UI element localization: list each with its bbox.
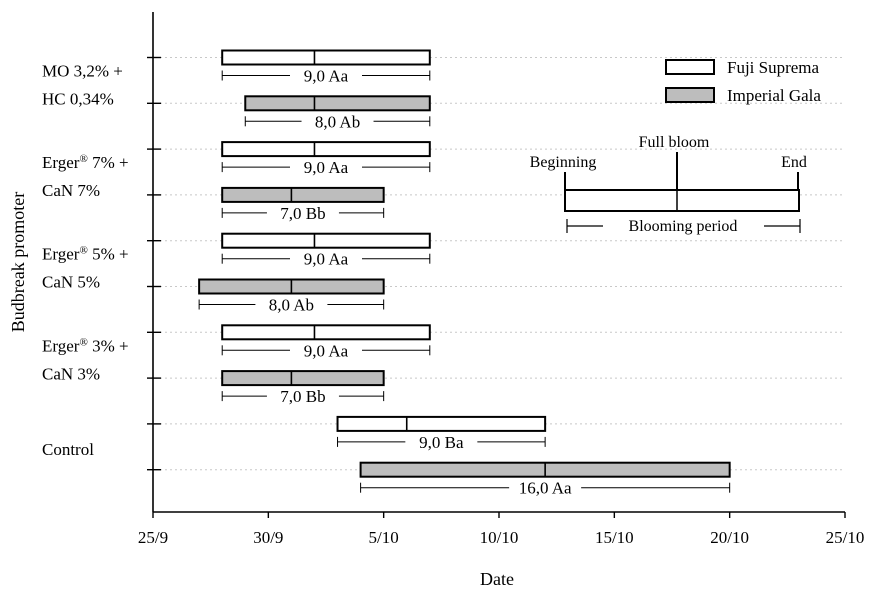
x-tick-label: 15/10 bbox=[595, 528, 634, 547]
blooming-period-key: Full bloom Beginning End Blooming period bbox=[530, 134, 807, 235]
duration-label-bg bbox=[290, 158, 362, 177]
legend-swatch-imperial-gala bbox=[665, 87, 715, 103]
duration-label: 9,0 Aa bbox=[304, 67, 349, 86]
group-label: Erger® 5% + CaN 5% bbox=[42, 245, 129, 292]
duration-label-bg bbox=[290, 341, 362, 360]
group-labels: MO 3,2% + HC 0,34% Erger® 7% + CaN 7% Erger®… bbox=[42, 62, 129, 459]
duration-label: 9,0 Aa bbox=[304, 341, 349, 360]
duration-label-bg bbox=[301, 112, 374, 131]
group-label: MO 3,2% + HC 0,34% bbox=[42, 62, 123, 109]
bar-fuji-suprema bbox=[221, 49, 431, 66]
key-bar bbox=[564, 189, 800, 212]
bar-fuji-suprema bbox=[221, 141, 431, 158]
duration-label: 9,0 Aa bbox=[304, 250, 349, 269]
x-axis-title: Date bbox=[480, 569, 514, 589]
key-beginning-label: Beginning bbox=[530, 154, 597, 171]
bar-imperial-gala bbox=[221, 186, 385, 203]
duration-label-bg bbox=[255, 295, 328, 314]
legend-label-imperial-gala: Imperial Gala bbox=[727, 86, 821, 105]
gridlines bbox=[155, 57, 843, 471]
key-blooming-period-label: Blooming period bbox=[629, 218, 738, 235]
duration-label: 8,0 Ab bbox=[315, 112, 360, 131]
key-end-label: End bbox=[781, 154, 807, 171]
y-axis-title: Budbreak promoter bbox=[8, 192, 28, 332]
key-full-bloom-label: Full bloom bbox=[639, 134, 710, 151]
group-label: Erger® 3% + CaN 3% bbox=[42, 336, 129, 383]
bars: 9,0 Aa 8,0 Ab 9,0 Aa 7,0 Bb 9,0 Aa 8,0 Ab 9,0 … bbox=[198, 49, 731, 498]
bar-fuji-suprema bbox=[221, 232, 431, 249]
bar-imperial-gala bbox=[244, 95, 431, 112]
bar-imperial-gala bbox=[221, 370, 385, 387]
duration-label-bg bbox=[290, 249, 362, 268]
x-tick-label: 20/10 bbox=[710, 528, 749, 547]
x-tick-label: 25/9 bbox=[138, 528, 168, 547]
bar-fuji-suprema bbox=[336, 415, 547, 432]
legend: Fuji Suprema Imperial Gala bbox=[665, 58, 821, 105]
x-tick-label: 25/10 bbox=[826, 528, 865, 547]
group-label: Erger® 7% + CaN 7% bbox=[42, 153, 129, 200]
duration-label-bg bbox=[509, 478, 582, 497]
duration-label-bg bbox=[266, 203, 339, 222]
duration-label: 9,0 Aa bbox=[304, 158, 349, 177]
duration-label: 7,0 Bb bbox=[280, 204, 325, 223]
x-ticks: 25/9 30/9 5/10 10/10 15/10 20/10 25/10 bbox=[138, 512, 864, 547]
duration-label: 9,0 Ba bbox=[419, 433, 464, 452]
y-ticks bbox=[147, 56, 161, 471]
legend-label-fuji-suprema: Fuji Suprema bbox=[727, 58, 820, 77]
x-tick-label: 10/10 bbox=[480, 528, 519, 547]
group-label: Control bbox=[42, 440, 94, 459]
duration-label: 7,0 Bb bbox=[280, 387, 325, 406]
legend-swatch-fuji-suprema bbox=[665, 59, 715, 75]
bar-fuji-suprema bbox=[221, 324, 431, 341]
x-tick-label: 5/10 bbox=[369, 528, 399, 547]
x-tick-label: 30/9 bbox=[253, 528, 283, 547]
duration-label-bg bbox=[266, 387, 339, 406]
duration-label: 16,0 Aa bbox=[519, 479, 572, 498]
duration-label: 8,0 Ab bbox=[269, 296, 314, 315]
duration-label-bg bbox=[290, 66, 362, 85]
duration-label-bg bbox=[405, 432, 478, 451]
